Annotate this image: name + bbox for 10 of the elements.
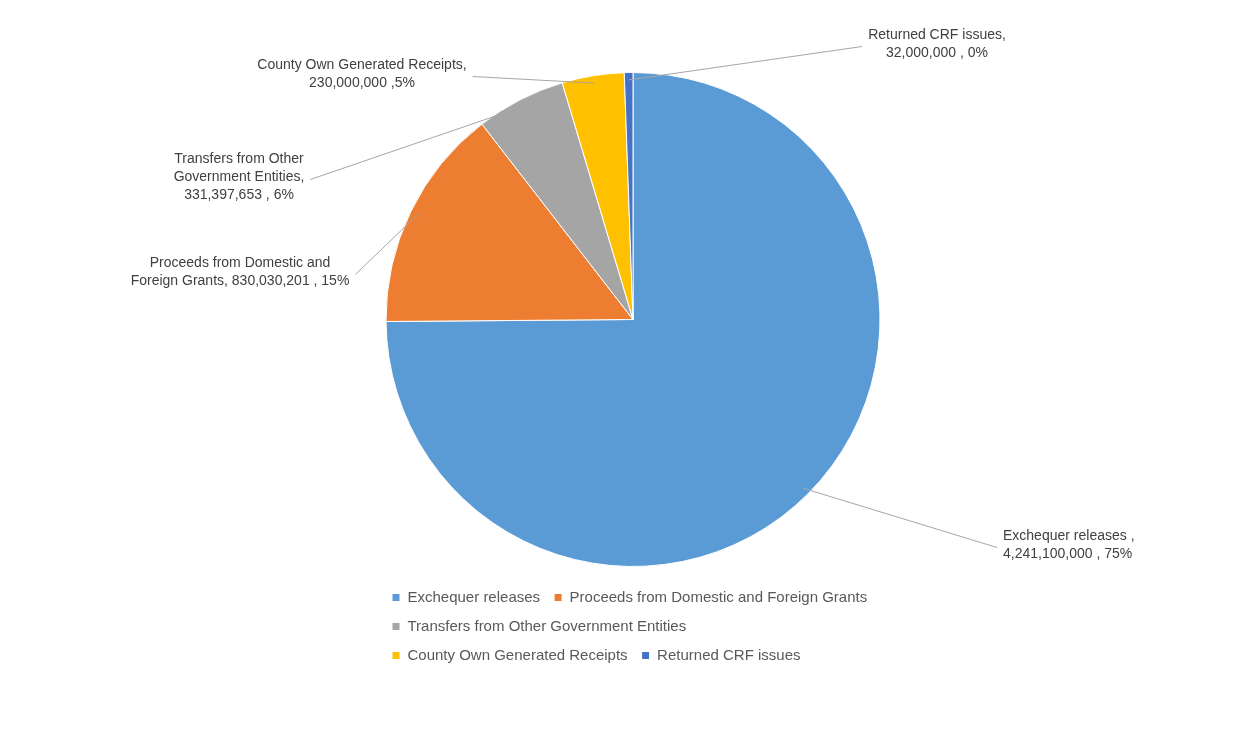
legend-label: Returned CRF issues: [657, 645, 801, 663]
legend-label: County Own Generated Receipts: [407, 645, 628, 663]
data-label: Proceeds from Domestic and Foreign Grants, 830,030,201 , 15%: [130, 254, 350, 289]
data-label: Exchequer releases , 4,241,100,000 , 75%: [1003, 527, 1135, 562]
data-label: Returned CRF issues, 32,000,000 , 0%: [868, 26, 1006, 61]
data-label: County Own Generated Receipts, 230,000,000 ,5%: [257, 56, 467, 91]
data-label: Transfers from Other Government Entities, 331,397,653 , 6%: [173, 150, 305, 203]
legend-label: Transfers from Other Government Entities: [407, 616, 687, 634]
legend-label: Exchequer releases: [407, 587, 541, 605]
legend-label: Proceeds from Domestic and Foreign Grants: [569, 587, 868, 605]
